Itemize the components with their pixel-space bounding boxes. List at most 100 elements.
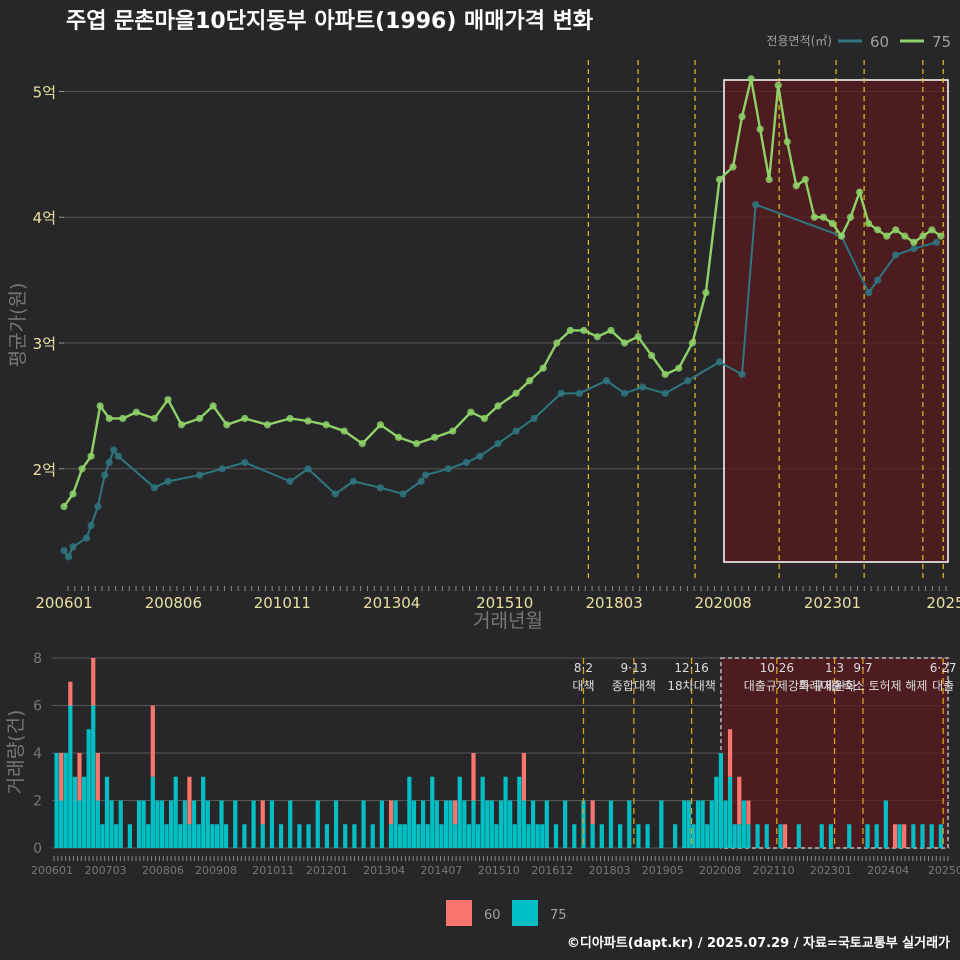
volume-bar-75 bbox=[540, 824, 545, 848]
volume-bar-75 bbox=[187, 824, 192, 848]
volume-bar-75 bbox=[732, 824, 737, 848]
volume-bar-75 bbox=[150, 776, 155, 848]
series-75-point bbox=[892, 226, 900, 234]
series-60-point bbox=[575, 389, 583, 397]
series-60-point bbox=[865, 289, 873, 297]
volume-bar-75 bbox=[182, 800, 187, 848]
series-75-point bbox=[322, 421, 330, 429]
series-75-point bbox=[819, 213, 828, 221]
legend-bar-75-swatch bbox=[512, 900, 538, 926]
volume-legend: 60 75 bbox=[446, 900, 567, 926]
volume-bar-75 bbox=[521, 800, 527, 848]
price-x-tick-label: 200806 bbox=[145, 594, 202, 612]
volume-bar-75 bbox=[599, 824, 604, 848]
volume-bar-60 bbox=[77, 753, 82, 801]
series-75-point bbox=[675, 364, 683, 372]
series-60-point bbox=[462, 458, 470, 467]
series-75-point bbox=[241, 414, 249, 423]
volume-bar-60 bbox=[453, 800, 458, 825]
volume-bar-75 bbox=[251, 800, 256, 848]
series-75-point bbox=[376, 421, 385, 429]
price-x-tick-label: 201510 bbox=[476, 594, 533, 612]
series-60-point bbox=[910, 245, 918, 253]
volume-bar-75 bbox=[746, 824, 751, 848]
series-60-point bbox=[620, 389, 629, 397]
series-60-point bbox=[105, 458, 113, 467]
volume-bar-60 bbox=[388, 800, 394, 825]
volume-bar-75 bbox=[741, 800, 746, 848]
policy-label: 10·26 bbox=[760, 661, 794, 675]
volume-bar-75 bbox=[146, 824, 151, 848]
series-60-point bbox=[557, 389, 565, 397]
volume-bar-60 bbox=[737, 776, 742, 825]
volume-x-tick-label: 200601 bbox=[31, 864, 73, 877]
series-75-point bbox=[846, 213, 855, 221]
series-60-point bbox=[331, 490, 339, 498]
volume-bar-75 bbox=[618, 824, 623, 848]
price-x-tick-label: 2025 bbox=[926, 594, 960, 612]
policy-label: 8·2 bbox=[574, 661, 593, 675]
volume-bar-75 bbox=[553, 824, 559, 848]
series-75-point bbox=[702, 289, 710, 297]
series-75-point bbox=[937, 232, 945, 240]
policy-label: 9·7 bbox=[853, 661, 872, 675]
volume-bar-75 bbox=[343, 824, 348, 848]
volume-bar-75 bbox=[370, 824, 375, 848]
volume-bar-75 bbox=[68, 705, 73, 848]
series-60-point bbox=[150, 484, 159, 492]
series-75-point bbox=[738, 113, 746, 121]
series-60-point bbox=[444, 465, 452, 473]
price-x-tick-label: 202301 bbox=[804, 594, 861, 612]
volume-bar-75 bbox=[196, 824, 201, 848]
volume-bar-75 bbox=[118, 800, 123, 848]
series-75-point bbox=[593, 333, 602, 341]
volume-bar-75 bbox=[63, 753, 68, 848]
volume-bar-75 bbox=[691, 824, 696, 848]
legend-75-label: 75 bbox=[932, 33, 951, 51]
series-75-point bbox=[60, 502, 68, 511]
price-y-tick-label: 3억 bbox=[33, 335, 56, 353]
series-60-point bbox=[874, 276, 882, 284]
series-75-point bbox=[661, 370, 669, 379]
volume-x-tick-label: 201011 bbox=[252, 864, 294, 877]
series-60-point bbox=[399, 490, 407, 498]
price-x-tick-label: 201304 bbox=[363, 594, 420, 612]
series-60-point bbox=[476, 452, 484, 460]
series-75-point bbox=[919, 232, 927, 240]
series-75-point bbox=[526, 377, 534, 385]
volume-bar-75 bbox=[219, 800, 224, 848]
volume-bar-75 bbox=[127, 824, 132, 848]
volume-y-tick-label: 4 bbox=[33, 746, 42, 762]
policy-label-sub: 대출 bbox=[932, 679, 954, 693]
series-75-point bbox=[394, 433, 403, 441]
series-75-point bbox=[223, 421, 231, 429]
series-75-point bbox=[467, 408, 475, 416]
volume-bar-60 bbox=[95, 753, 100, 801]
series-60-point bbox=[304, 465, 312, 473]
volume-bar-75 bbox=[636, 824, 641, 848]
series-75-point bbox=[783, 138, 791, 146]
volume-bar-75 bbox=[278, 824, 284, 848]
volume-bar-75 bbox=[475, 824, 481, 848]
series-75-point bbox=[765, 175, 773, 184]
legend-bar-60-swatch bbox=[446, 900, 472, 926]
series-75-point bbox=[865, 219, 873, 228]
volume-bar-75 bbox=[755, 824, 760, 848]
series-75-point bbox=[810, 213, 818, 221]
policy-label-sub: 대책 bbox=[572, 678, 594, 693]
volume-bar-75 bbox=[260, 824, 265, 848]
volume-bar-75 bbox=[104, 776, 110, 848]
volume-bar-60 bbox=[902, 824, 907, 848]
series-75-point bbox=[340, 427, 348, 435]
series-60-point bbox=[512, 427, 520, 435]
volume-bar-75 bbox=[498, 800, 504, 848]
volume-bar-60 bbox=[590, 800, 595, 825]
volume-bar-60 bbox=[746, 800, 751, 825]
policy-label: 9·13 bbox=[621, 661, 648, 675]
volume-x-tick-label: 201201 bbox=[306, 864, 348, 877]
volume-bar-75 bbox=[86, 729, 91, 848]
volume-bar-75 bbox=[530, 800, 536, 848]
volume-bar-75 bbox=[700, 800, 705, 848]
series-60-point bbox=[661, 389, 669, 397]
